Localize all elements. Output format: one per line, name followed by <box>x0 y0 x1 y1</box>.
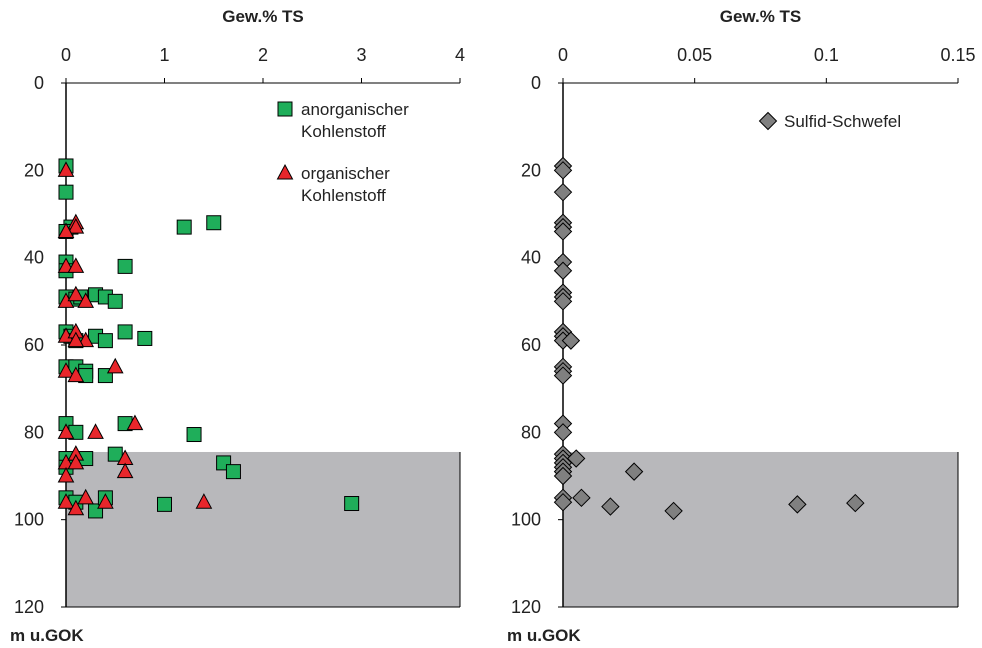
x-tick-label: 0.05 <box>677 45 712 65</box>
data-point-diamond <box>601 497 620 516</box>
data-point-diamond <box>788 495 807 514</box>
data-point-square <box>117 258 133 274</box>
data-point-triangle <box>67 453 85 470</box>
y-tick-label: 100 <box>14 510 44 530</box>
data-point-diamond <box>846 493 865 513</box>
data-point-triangle <box>57 222 75 238</box>
legend-marker-diamond <box>758 111 778 131</box>
legend: anorganischer Kohlenstoff organischer Kohle… <box>276 100 409 205</box>
data-point-square <box>186 427 202 443</box>
x-tick-label: 0.1 <box>814 45 839 65</box>
x-tick-label: 0.15 <box>940 45 975 65</box>
shaded-zone <box>563 451 958 607</box>
legend-label: Kohlenstoff <box>301 186 386 205</box>
data-markers <box>57 158 360 519</box>
y-tick-label: 20 <box>521 160 541 180</box>
data-point-triangle <box>67 285 85 302</box>
legend-label: anorganischer <box>301 100 409 119</box>
data-point-triangle <box>195 493 213 509</box>
x-tick-label: 4 <box>455 45 465 65</box>
data-point-diamond <box>553 182 573 202</box>
x-tick-label: 2 <box>258 45 268 65</box>
y-tick-label: 80 <box>521 422 541 442</box>
data-point-triangle <box>57 493 75 509</box>
legend: Sulfid-Schwefel <box>758 111 901 131</box>
x-tick-label: 0 <box>61 45 71 65</box>
data-point-triangle <box>67 499 85 516</box>
data-point-square <box>176 219 192 235</box>
legend-label: Sulfid-Schwefel <box>784 112 901 131</box>
data-point-triangle <box>67 218 85 234</box>
data-point-triangle <box>87 423 104 439</box>
data-point-diamond <box>566 449 586 468</box>
y-tick-label: 80 <box>24 422 44 442</box>
data-point-triangle <box>97 493 114 509</box>
data-point-diamond <box>553 161 573 180</box>
y-tick-label: 40 <box>521 248 541 268</box>
y-tick-label: 0 <box>531 73 541 93</box>
data-point-diamond <box>553 292 573 311</box>
panel-sulfide: Gew.% TS m u.GOK 0 0.05 0.1 0.15 0 20 40 60 80 1… <box>507 7 976 645</box>
data-point-triangle <box>67 331 85 348</box>
data-point-square <box>344 496 360 512</box>
data-point-square <box>225 464 241 480</box>
data-point-square <box>117 324 133 340</box>
data-point-triangle <box>57 466 75 483</box>
data-point-triangle <box>77 488 95 505</box>
data-point-square <box>137 330 153 346</box>
x-axis-title: Gew.% TS <box>720 7 802 26</box>
data-point-square <box>58 184 74 200</box>
panel-carbon: Gew.% TS m u.GOK 0 1 2 3 4 0 20 40 60 80 100 120 a… <box>10 7 465 645</box>
y-tick-label: 0 <box>34 73 44 93</box>
legend-marker-triangle <box>276 163 294 180</box>
y-tick-labels: 0 20 40 60 80 100 120 <box>14 73 66 617</box>
data-point-square <box>107 446 123 462</box>
data-point-diamond <box>624 462 644 481</box>
y-tick-label: 120 <box>511 597 541 617</box>
legend-label: Kohlenstoff <box>301 122 386 141</box>
data-point-diamond <box>553 492 573 512</box>
data-point-diamond <box>664 501 683 521</box>
data-point-triangle <box>77 292 95 308</box>
data-point-diamond <box>553 222 573 241</box>
x-tick-labels: 0 1 2 3 4 <box>61 45 465 83</box>
data-point-diamond <box>553 366 573 385</box>
data-point-triangle <box>126 414 144 431</box>
data-point-triangle <box>57 423 75 439</box>
y-axis-title: m u.GOK <box>507 626 581 645</box>
x-tick-labels: 0 0.05 0.1 0.15 <box>558 45 976 83</box>
x-axis-title: Gew.% TS <box>222 7 304 26</box>
data-point-diamond <box>553 261 573 280</box>
data-point-diamond <box>561 331 581 350</box>
data-point-triangle <box>67 366 85 383</box>
data-point-triangle <box>57 161 75 177</box>
data-point-triangle <box>57 362 75 378</box>
y-tick-label: 20 <box>24 160 44 180</box>
data-point-triangle <box>67 257 85 273</box>
data-point-triangle <box>106 357 124 374</box>
y-tick-label: 40 <box>24 248 44 268</box>
data-point-square <box>97 333 113 349</box>
x-tick-label: 0 <box>558 45 568 65</box>
data-point-diamond <box>553 423 573 442</box>
legend-marker-square <box>277 101 293 117</box>
legend-label: organischer <box>301 164 390 183</box>
data-point-diamond <box>553 466 573 486</box>
x-tick-label: 3 <box>356 45 366 65</box>
y-tick-labels: 0 20 40 60 80 100 120 <box>511 73 563 617</box>
data-point-diamond <box>572 488 591 508</box>
y-tick-label: 60 <box>24 335 44 355</box>
y-tick-label: 100 <box>511 510 541 530</box>
y-tick-label: 60 <box>521 335 541 355</box>
y-axis-title: m u.GOK <box>10 626 84 645</box>
data-point-square <box>206 215 222 231</box>
data-point-square <box>107 293 123 309</box>
x-tick-label: 1 <box>159 45 169 65</box>
data-point-square <box>157 496 172 512</box>
data-point-triangle <box>116 462 134 479</box>
data-markers <box>553 156 865 521</box>
y-tick-label: 120 <box>14 597 44 617</box>
